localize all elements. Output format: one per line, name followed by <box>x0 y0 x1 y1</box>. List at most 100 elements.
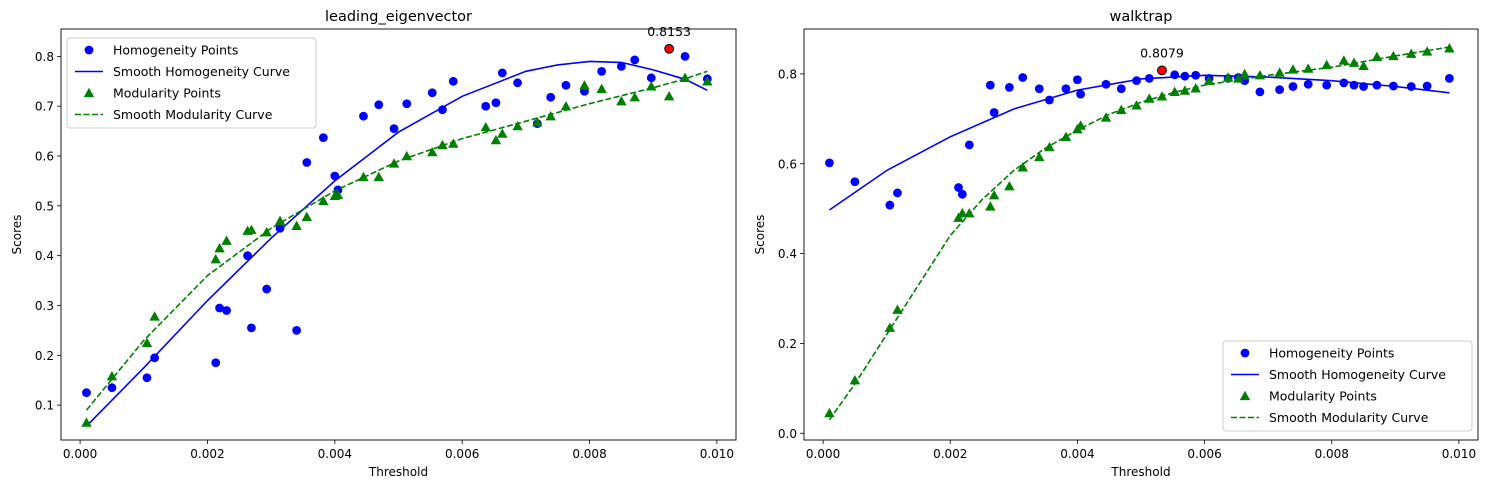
homogeneity-point <box>1061 84 1071 94</box>
modularity-point <box>663 91 675 101</box>
homogeneity-point <box>491 98 501 108</box>
y-tick-label: 0.2 <box>35 349 54 363</box>
homogeneity-point <box>481 101 491 111</box>
x-tick-label: 0.006 <box>445 447 479 461</box>
modularity-point <box>892 304 903 314</box>
homogeneity-point <box>1322 80 1332 90</box>
homogeneity-point <box>850 177 860 187</box>
modularity-point <box>1131 100 1142 110</box>
homogeneity-point <box>1339 78 1349 88</box>
homogeneity-point <box>275 223 285 233</box>
modularity-point <box>884 322 896 332</box>
modularity-point <box>318 195 329 206</box>
homogeneity-point <box>448 76 458 86</box>
modularity-point <box>437 139 448 150</box>
x-tick-label: 0.000 <box>63 447 97 461</box>
plot-frame <box>60 28 737 441</box>
homogeneity-point <box>1444 74 1454 83</box>
modularity-point <box>274 215 286 225</box>
homogeneity-point <box>1275 85 1285 95</box>
x-tick-label: 0.010 <box>1442 447 1476 461</box>
homogeneity-point <box>1288 82 1298 91</box>
series-smooth-homogeneity-curve <box>828 74 1450 211</box>
legend-marker-homogeneity-points <box>1240 348 1250 358</box>
x-tick-label: 0.010 <box>700 447 734 461</box>
modularity-point <box>497 128 508 138</box>
homogeneity-point <box>630 55 640 65</box>
legend: Homogeneity Points Smooth Homogeneity Cur… <box>1222 340 1473 432</box>
legend-label-smooth-homogeneity-curve: Smooth Homogeneity Curve <box>1269 367 1446 382</box>
y-tick-label: 0.7 <box>35 100 54 114</box>
modularity-point <box>106 371 118 381</box>
modularity-point <box>1222 72 1234 82</box>
series-smooth-homogeneity-curve <box>85 60 708 427</box>
modularity-point <box>490 134 502 145</box>
modularity-point <box>448 138 459 148</box>
series-homogeneity-points <box>825 65 1454 210</box>
modularity-point <box>149 311 160 321</box>
modularity-point <box>401 150 412 161</box>
x-tick-label: 0.008 <box>572 447 606 461</box>
homogeneity-point <box>597 66 607 76</box>
modularity-point <box>1338 55 1350 65</box>
modularity-point <box>301 211 313 221</box>
y-tick-label: 0.6 <box>35 150 54 164</box>
homogeneity-point <box>292 326 302 335</box>
homogeneity-point <box>1004 82 1014 92</box>
legend-label-homogeneity-points: Homogeneity Points <box>113 43 238 58</box>
homogeneity-point <box>247 323 256 333</box>
modularity-point <box>1034 151 1045 162</box>
modularity-point <box>560 101 572 111</box>
chart-walktrap: walktrap 0.000 0.002 0.004 0.006 0.008 0.010 0.… <box>753 9 1479 479</box>
legend-box <box>1222 340 1473 432</box>
modularity-point <box>210 253 221 264</box>
y-tick-label: 0.2 <box>778 337 797 351</box>
homogeneity-point <box>82 388 91 398</box>
homogeneity-point <box>215 303 224 313</box>
modularity-point <box>373 171 384 182</box>
modularity-point <box>1060 131 1072 141</box>
homogeneity-point <box>318 133 328 143</box>
modularity-point <box>1348 57 1360 67</box>
homogeneity-point <box>1073 75 1082 85</box>
homogeneity-point <box>1076 89 1085 99</box>
x-tick-label: 0.006 <box>1187 447 1221 461</box>
best-score-marker <box>664 43 675 54</box>
legend-box <box>66 37 317 129</box>
modularity-point <box>579 80 590 90</box>
x-axis-label: Threshold <box>1110 465 1170 479</box>
y-tick-label: 0.8 <box>778 67 797 81</box>
modularity-point <box>221 235 232 245</box>
series-smooth-modularity-curve <box>828 46 1450 421</box>
y-axis-label: Scores <box>10 215 24 255</box>
homogeneity-point <box>302 158 312 167</box>
legend: Homogeneity Points Smooth Homogeneity Cur… <box>66 37 317 129</box>
best-score-annotation: 0.8079 <box>1140 45 1184 60</box>
legend-label-smooth-modularity-curve: Smooth Modularity Curve <box>113 107 273 122</box>
modularity-point <box>1203 75 1215 85</box>
homogeneity-point <box>885 200 895 210</box>
modularity-point <box>629 92 640 102</box>
homogeneity-point <box>222 306 231 315</box>
x-tick-label: 0.000 <box>806 447 840 461</box>
legend-marker-homogeneity-points <box>84 45 94 55</box>
line-smooth-homogeneity-curve <box>85 60 708 427</box>
legend-marker-modularity-points <box>1239 390 1251 401</box>
y-axis-label: Scores <box>753 215 767 255</box>
modularity-point <box>1421 46 1433 56</box>
modularity-point <box>427 146 438 157</box>
modularity-point <box>141 337 153 348</box>
modularity-point <box>291 220 302 230</box>
modularity-point <box>512 120 523 131</box>
x-tick-label: 0.002 <box>933 447 967 461</box>
y-tick-label: 0.6 <box>778 157 797 171</box>
modularity-point <box>1100 112 1112 122</box>
y-tick-label: 0.5 <box>35 199 54 213</box>
modularity-point <box>532 116 543 127</box>
homogeneity-point <box>825 158 834 168</box>
homogeneity-point <box>1132 76 1141 86</box>
plot-frame <box>803 28 1479 441</box>
modularity-point <box>596 83 607 93</box>
homogeneity-point <box>497 68 507 78</box>
